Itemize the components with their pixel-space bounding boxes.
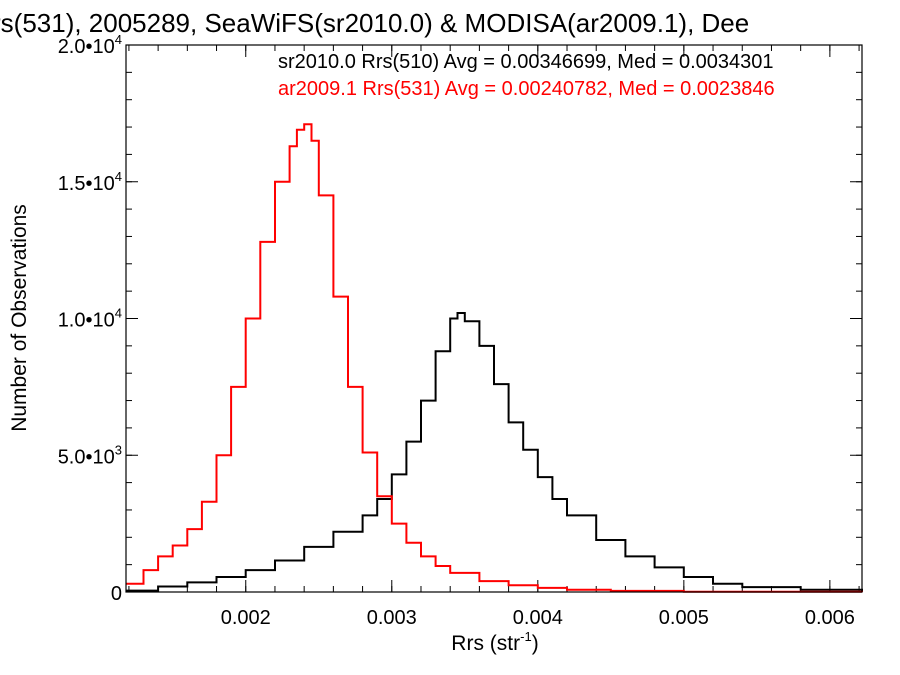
x-axis-label: Rrs (str-1) <box>451 629 538 655</box>
plot-frame <box>125 44 863 593</box>
y-tick-label-sep: • <box>86 446 93 468</box>
x-axis-label-superscript: -1 <box>520 629 532 644</box>
y-tick-label-mant: 2.0 <box>58 36 86 58</box>
y-tick-label-base: 10 <box>93 310 115 332</box>
y-tick-label-base: 10 <box>93 446 115 468</box>
y-axis-label: Number of Observations <box>8 204 31 432</box>
y-tick-label-exp: 3 <box>115 442 122 457</box>
y-tick-label: 1.0•104 <box>58 306 122 332</box>
y-tick-label-base: 10 <box>93 173 115 195</box>
legend-entry-black: sr2010.0 Rrs(510) Avg = 0.00346699, Med … <box>278 51 774 73</box>
x-tick-label: 0.006 <box>805 607 855 629</box>
y-tick-label-exp: 4 <box>115 32 122 47</box>
y-tick-label-sep: • <box>86 173 93 195</box>
y-tick-label-mant: 5.0 <box>58 446 86 468</box>
y-tick-label-sep: • <box>86 36 93 58</box>
y-tick-label-base: 10 <box>93 36 115 58</box>
x-tick-label: 0.005 <box>659 607 709 629</box>
series-line-black <box>126 312 863 592</box>
y-tick-label: 0 <box>111 583 122 605</box>
series-line-red <box>126 123 863 593</box>
x-axis-label-close: ) <box>532 632 539 655</box>
y-tick-label-sep: • <box>86 310 93 332</box>
y-tick-label-mant: 0 <box>111 583 122 605</box>
axis-ticks <box>126 44 862 593</box>
series-group <box>126 123 863 593</box>
y-tick-label-exp: 4 <box>115 306 122 321</box>
y-tick-label: 2.0•104 <box>58 32 122 58</box>
y-tick-label: 5.0•103 <box>58 442 122 468</box>
y-tick-label-mant: 1.5 <box>58 173 86 195</box>
x-axis-label-main: Rrs (str <box>451 632 520 655</box>
legend-entry-red: ar2009.1 Rrs(531) Avg = 0.00240782, Med … <box>278 78 775 100</box>
x-tick-label: 0.002 <box>221 607 271 629</box>
axis-tick-labels: 0.002 0.003 0.004 0.005 0.00605.0•1031.0•104… <box>58 32 855 629</box>
x-tick-label: 0.003 <box>367 607 417 629</box>
x-tick-label: 0.004 <box>513 607 563 629</box>
y-tick-label-mant: 1.0 <box>58 310 86 332</box>
y-tick-label-exp: 4 <box>115 169 122 184</box>
y-tick-label: 1.5•104 <box>58 169 122 195</box>
chart-title: rs(531), 2005289, SeaWiFS(sr2010.0) & MO… <box>0 8 749 38</box>
